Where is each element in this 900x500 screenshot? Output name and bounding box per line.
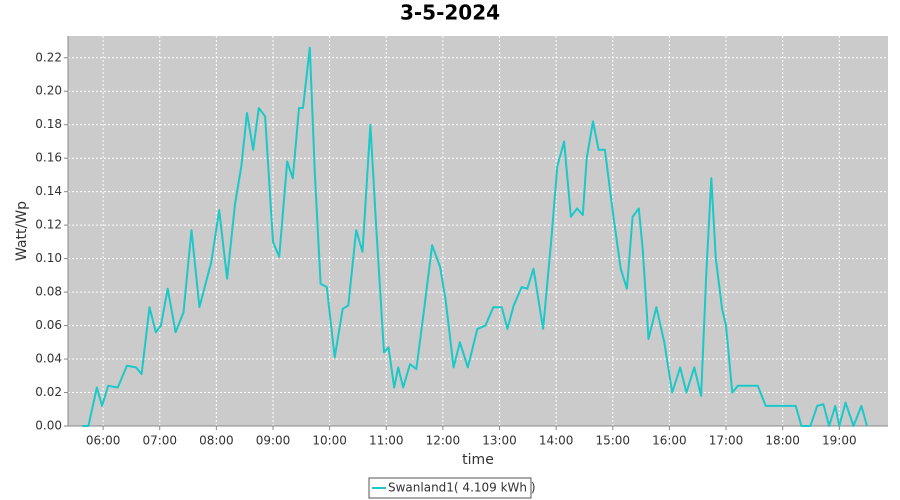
y-tick-label: 0.22 [35,50,62,64]
y-tick-label: 0.20 [35,84,62,98]
y-tick-label: 0.10 [35,251,62,265]
x-tick-label: 10:00 [312,434,347,448]
chart-title: 3-5-2024 [400,1,500,25]
y-tick-label: 0.18 [35,117,62,131]
series-line [82,46,868,427]
x-tick-label: 12:00 [426,434,461,448]
x-tick-label: 08:00 [199,434,234,448]
x-tick-label: 18:00 [765,434,800,448]
x-tick-label: 13:00 [482,434,517,448]
plot-area [68,36,888,426]
x-tick-label: 16:00 [652,434,687,448]
x-tick-label: 06:00 [86,434,121,448]
x-tick-label: 15:00 [595,434,630,448]
y-tick-label: 0.00 [35,419,62,433]
y-tick-label: 0.06 [35,318,62,332]
x-tick-label: 09:00 [256,434,291,448]
legend [368,477,532,499]
y-tick-label: 0.08 [35,285,62,299]
x-tick-label: 11:00 [369,434,404,448]
y-tick-label: 0.14 [35,184,62,198]
x-tick-label: 07:00 [142,434,177,448]
x-tick-label: 17:00 [709,434,744,448]
x-tick-label: 14:00 [539,434,574,448]
x-tick-label: 19:00 [822,434,857,448]
x-axis-label: time [462,452,494,468]
y-tick-label: 0.02 [35,385,62,399]
y-tick-label: 0.12 [35,218,62,232]
legend-label: Swanland1( 4.109 kWh ) [388,481,536,495]
y-tick-label: 0.04 [35,352,62,366]
y-tick-label: 0.16 [35,151,62,165]
y-axis-label: Watt/Wp [14,201,30,261]
